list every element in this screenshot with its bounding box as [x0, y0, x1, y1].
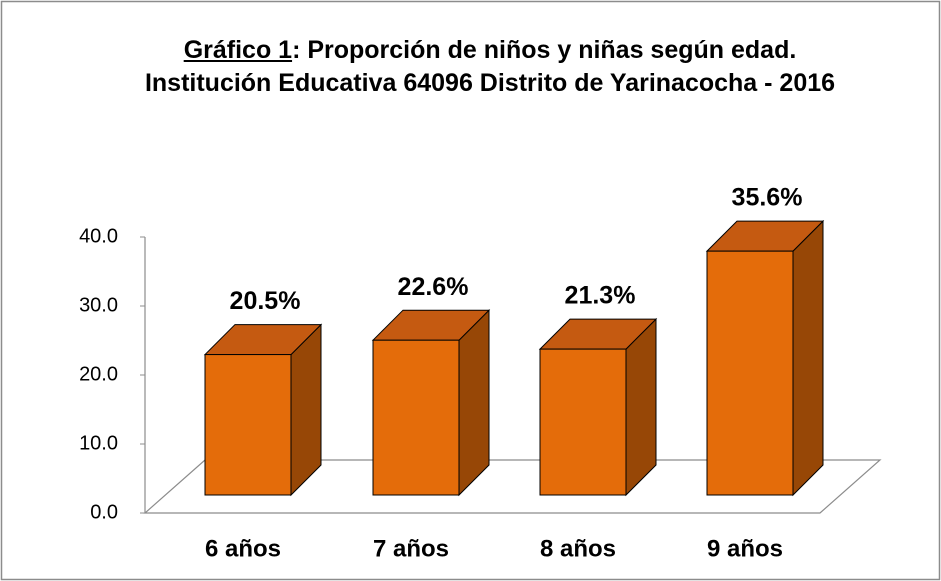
x-tick-label: 6 años — [205, 535, 281, 562]
y-tick-label: 0.0 — [90, 501, 118, 523]
data-label: 21.3% — [565, 282, 636, 310]
bar — [539, 348, 627, 496]
title-label: Gráfico 1 — [183, 36, 293, 64]
data-label: 20.5% — [230, 287, 301, 315]
chart-title: Gráfico 1: Proporción de niños y niñas s… — [130, 34, 850, 100]
y-tick-label: 40.0 — [79, 225, 118, 247]
y-tick-label: 20.0 — [79, 363, 118, 385]
y-tick-label: 30.0 — [79, 294, 118, 316]
data-label: 35.6% — [732, 184, 803, 212]
x-tick-label: 8 años — [540, 535, 616, 562]
title-text: : Proporción de niños y niñas según edad… — [144, 36, 836, 97]
bar-side — [792, 219, 824, 497]
y-tick-label: 10.0 — [79, 432, 118, 454]
x-tick-label: 9 años — [707, 535, 783, 562]
data-label: 22.6% — [398, 273, 469, 301]
floor — [143, 459, 882, 514]
bar — [706, 250, 794, 496]
x-tick-label: 7 años — [373, 535, 449, 562]
bar-side — [458, 308, 490, 497]
bar — [372, 339, 460, 496]
bar-side — [625, 317, 657, 497]
bar — [204, 354, 292, 496]
